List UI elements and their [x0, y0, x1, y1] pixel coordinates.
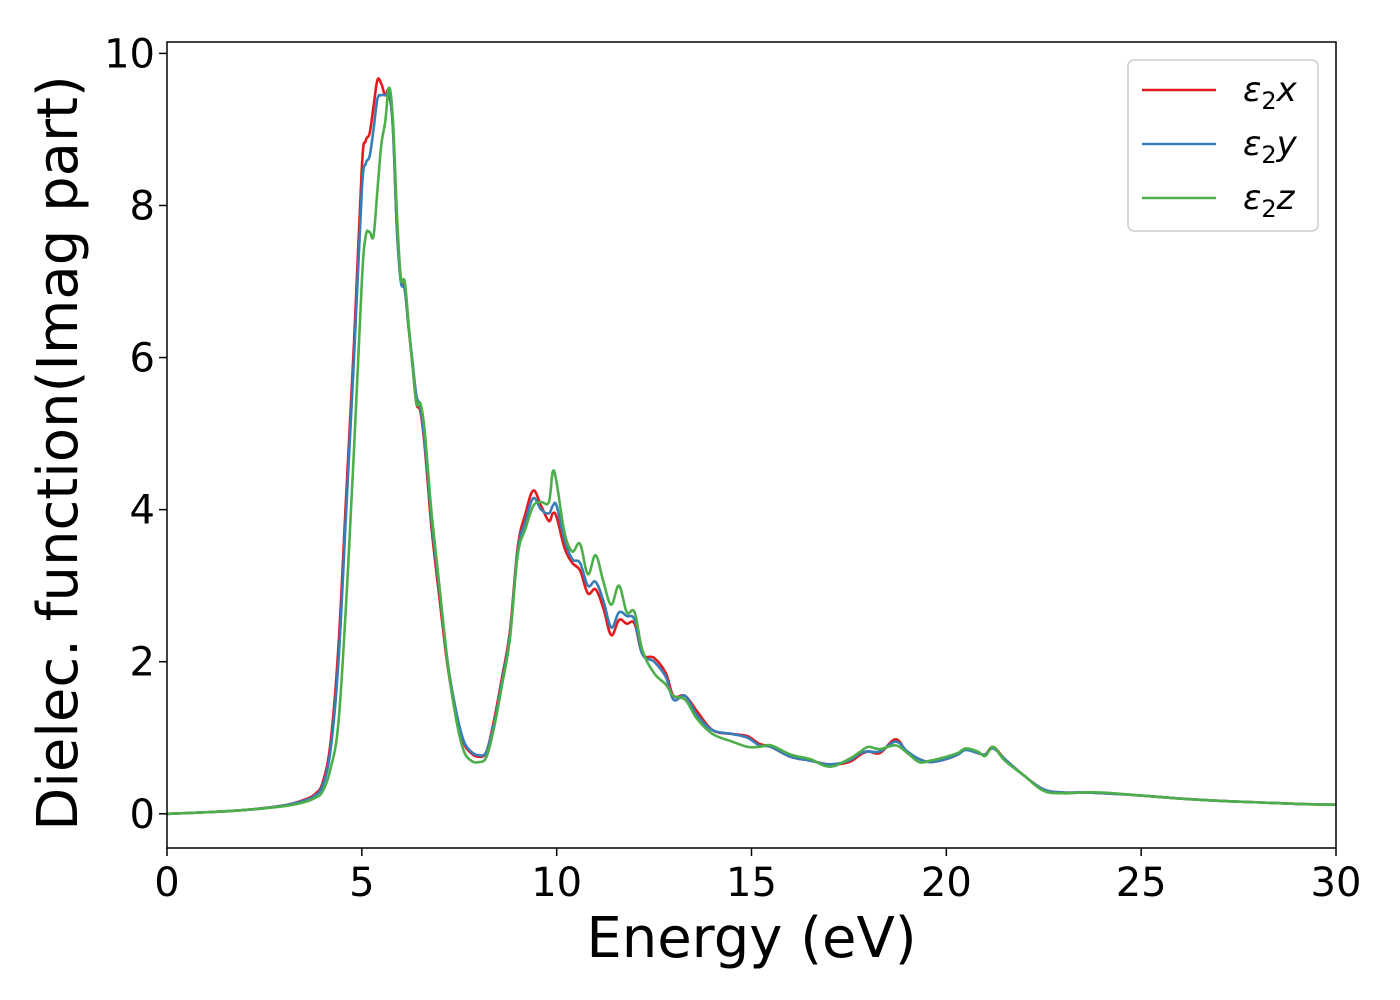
legend-label-y: ε2y	[1243, 124, 1298, 169]
plot-lines	[167, 77, 1336, 816]
x-tick-label: 30	[1311, 860, 1362, 906]
y-tick-label: 4	[130, 488, 155, 534]
legend: ε2x ε2y ε2z	[1127, 59, 1319, 232]
y-tick-label: 0	[130, 792, 155, 838]
y-axis-title: Dielec. function(Imag part)	[26, 75, 91, 831]
x-tick-label: 10	[531, 860, 582, 906]
x-axis-ticks: 0 5 10 15 20 25 30	[154, 848, 1361, 906]
x-tick-label: 15	[726, 860, 777, 906]
series-line-z	[167, 86, 1336, 816]
x-tick-label: 5	[349, 860, 374, 906]
x-tick-label: 25	[1116, 860, 1167, 906]
y-tick-label: 10	[104, 31, 155, 77]
x-axis-title: Energy (eV)	[586, 906, 916, 971]
x-tick-label: 20	[921, 860, 972, 906]
series-line-y	[167, 91, 1336, 816]
y-tick-label: 8	[130, 183, 155, 229]
y-tick-label: 2	[130, 640, 155, 686]
y-tick-label: 6	[130, 336, 155, 382]
y-axis-ticks: 0 2 4 6 8 10	[104, 31, 167, 838]
legend-label-z: ε2z	[1243, 178, 1296, 223]
x-tick-label: 0	[154, 860, 179, 906]
legend-label-x: ε2x	[1243, 70, 1298, 115]
legend-box	[1127, 59, 1319, 232]
